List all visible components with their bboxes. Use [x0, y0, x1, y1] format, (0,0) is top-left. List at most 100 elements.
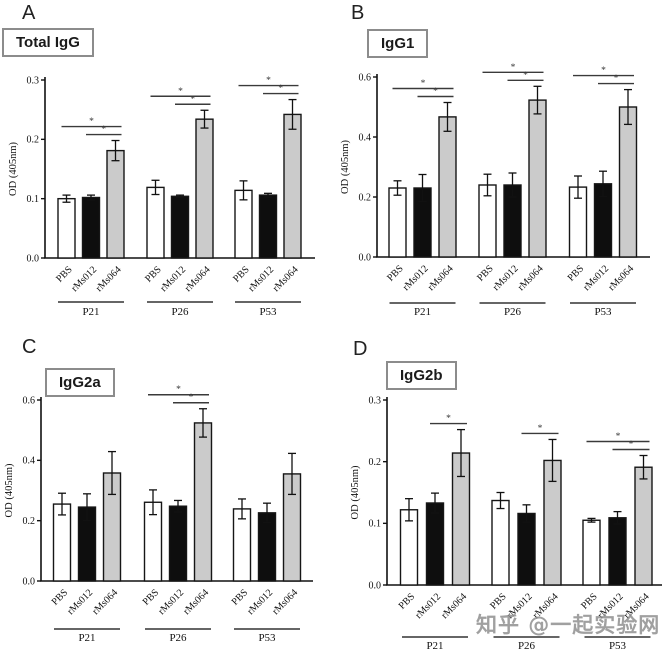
bar-pbs-p21	[52, 503, 72, 582]
sig-star: *	[189, 393, 194, 403]
x-tick-label: rMs012	[69, 264, 99, 294]
bar-pbs-p21	[388, 187, 407, 258]
panel-c-title-box: IgG2a	[45, 368, 115, 397]
x-tick-label: rMs012	[245, 587, 275, 617]
x-tick-label: PBS	[397, 591, 417, 611]
y-axis-label: OD (405nm)	[8, 142, 19, 196]
group-label: P21	[78, 632, 95, 644]
y-tick-label: 0.0	[359, 252, 372, 263]
bar-rms012-p53	[608, 517, 627, 586]
x-tick-label: rMs012	[413, 591, 443, 621]
chart-igg2b: 0.0 0.1 0.2 0.3 OD (405nm) * * * * PBSrMs012rMs06…	[350, 395, 662, 652]
bar-rms064-p26	[195, 118, 214, 259]
chart-igg2a: 0.00.20.40.6OD (405nm)**PBSrMs012rMs064P…	[4, 385, 313, 644]
panel-a: A Total IgG 0.0 0.1 0.2 0.3 OD (405nm) * * * * * *…	[0, 0, 334, 327]
x-tick-label: rMs012	[158, 264, 188, 294]
bar-rms064-p21	[106, 149, 125, 259]
bar-rms012-p26	[170, 195, 190, 259]
y-tick-label: 0.4	[23, 456, 36, 467]
x-tick-label: rMs012	[491, 263, 521, 293]
group-label: P26	[518, 640, 536, 652]
sig-star: *	[176, 385, 181, 395]
x-tick-label: rMs064	[90, 587, 120, 617]
sig-star: *	[511, 63, 516, 73]
sig-star: *	[523, 71, 528, 81]
bar-rms012-p53	[258, 194, 278, 259]
y-tick-label: 0.6	[359, 72, 372, 83]
panel-a-title-box: Total IgG	[2, 28, 94, 57]
x-tick-label: rMs064	[270, 587, 300, 617]
sig-star: *	[190, 95, 195, 105]
y-tick-label: 0.2	[27, 135, 40, 146]
x-tick-label: rMs012	[156, 587, 186, 617]
sig-star: *	[538, 424, 543, 434]
group-label: P53	[594, 306, 612, 318]
x-tick-label: rMs064	[439, 591, 469, 621]
sig-star: *	[421, 79, 426, 89]
bar-rms064-p26	[193, 422, 213, 582]
bar-rms012-p26	[168, 505, 188, 582]
panel-d-title-box: IgG2b	[386, 361, 457, 390]
x-tick-label: PBS	[50, 587, 70, 607]
bar-pbs-p26	[146, 186, 165, 259]
y-tick-label: 0.2	[23, 516, 36, 527]
y-tick-label: 0.0	[27, 253, 40, 264]
panel-letter-b: B	[351, 2, 365, 24]
x-tick-label: PBS	[566, 263, 586, 283]
y-tick-label: 0.1	[27, 194, 40, 205]
bar-rms012-p21	[425, 502, 445, 586]
panel-letter-a: A	[22, 2, 36, 24]
chart-total-igg: 0.00.10.20.3OD (405nm)**** **PBSrMs012rMs…	[8, 75, 315, 318]
bar-rms064-p21	[438, 116, 457, 258]
panel-d-title: IgG2b	[400, 367, 443, 384]
x-tick-label: rMs064	[606, 263, 636, 293]
y-tick-label: 0.0	[369, 580, 382, 591]
sig-star: *	[616, 432, 621, 442]
x-tick-label: rMs064	[181, 587, 211, 617]
panel-b-title: IgG1	[381, 35, 415, 52]
panel-b-title-box: IgG1	[367, 29, 429, 58]
x-tick-label: rMs012	[401, 263, 431, 293]
x-tick-label: rMs012	[65, 587, 95, 617]
y-axis-label: OD (405nm)	[350, 465, 361, 519]
bar-rms064-p53	[634, 466, 653, 586]
y-tick-label: 0.4	[359, 132, 372, 143]
x-tick-label: rMs064	[516, 263, 546, 293]
sig-star: *	[446, 414, 451, 424]
panel-c-title: IgG2a	[59, 374, 101, 391]
sig-star: *	[601, 66, 606, 76]
sig-star: *	[433, 87, 438, 97]
bar-pbs-p21	[57, 197, 76, 259]
bar-pbs-p26	[491, 499, 510, 586]
bar-rms012-p21	[81, 196, 101, 259]
y-axis-label: OD (405nm)	[4, 463, 15, 517]
x-tick-label: rMs064	[426, 263, 456, 293]
bar-rms064-p53	[618, 106, 638, 258]
x-tick-label: rMs012	[581, 263, 611, 293]
y-tick-label: 0.2	[369, 457, 382, 468]
panel-letter-d: D	[353, 338, 368, 360]
x-tick-label: PBS	[230, 587, 250, 607]
bar-rms064-p26	[528, 99, 547, 258]
x-tick-label: rMs012	[246, 264, 276, 294]
y-tick-label: 0.2	[359, 192, 372, 203]
panel-b: B IgG1 0.0 0.2 0.4 0.6 OD (405nm) * * * * * * PBS rM…	[334, 0, 668, 327]
x-tick-label: rMs064	[94, 264, 124, 294]
sig-star: *	[89, 117, 94, 127]
bar-pbs-p53	[582, 519, 601, 586]
y-tick-label: 0.6	[23, 395, 36, 406]
x-tick-label: PBS	[231, 264, 251, 284]
x-tick-label: rMs064	[183, 264, 213, 294]
x-tick-label: PBS	[385, 263, 405, 283]
y-tick-label: 0.0	[23, 576, 36, 587]
panel-letter-c: C	[22, 336, 37, 358]
group-label: P53	[609, 640, 627, 652]
x-tick-label: PBS	[143, 264, 163, 284]
chart-igg1: 0.00.20.40.6OD (405nm)******PBSrMs012rMs…	[340, 63, 650, 318]
x-tick-label: PBS	[475, 263, 495, 283]
bar-pbs-p53	[234, 189, 253, 259]
group-label: P26	[169, 632, 187, 644]
y-tick-label: 0.1	[369, 519, 382, 530]
sig-star: *	[278, 84, 283, 94]
